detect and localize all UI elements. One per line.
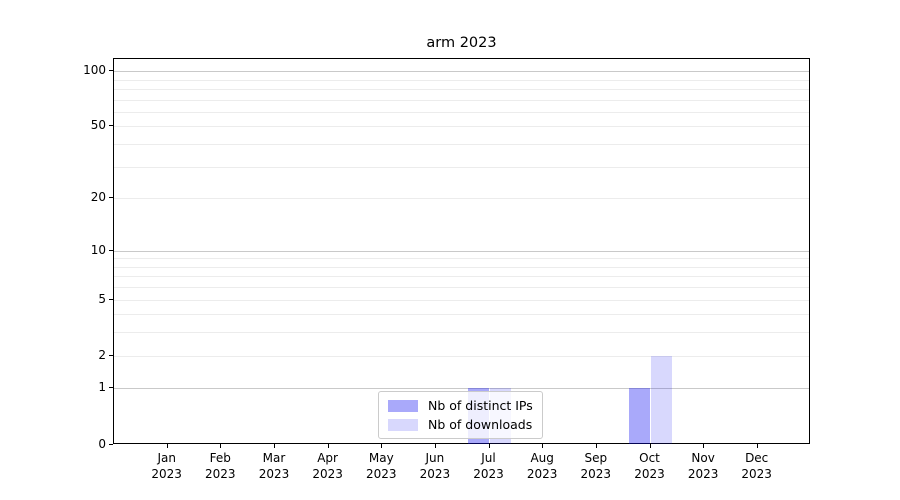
gridline-y-10 (114, 250, 809, 252)
xtick-mark-aug (542, 443, 544, 448)
ytick-label-100: 100 (83, 63, 106, 78)
xtick-year: 2023 (741, 466, 772, 481)
gridline-y-6 (114, 287, 809, 289)
xtick-year: 2023 (312, 466, 343, 481)
chart-title: arm 2023 (426, 35, 497, 51)
gridline-y-100 (114, 71, 809, 73)
xtick-year: 2023 (366, 466, 397, 481)
xtick-mark-sep (595, 443, 597, 448)
ytick-label-10: 10 (90, 242, 106, 257)
gridline-y-5 (114, 299, 809, 301)
legend-label-downloads: Nb of downloads (428, 417, 533, 432)
xtick-label-apr: Apr 2023 (296, 451, 360, 482)
gridline-y-70 (114, 99, 809, 101)
xtick-label-feb: Feb 2023 (188, 451, 252, 482)
legend-label-distinct-ips: Nb of distinct IPs (428, 398, 533, 413)
xtick-label-sep: Sep 2023 (564, 451, 628, 482)
legend-item-distinct-ips: Nb of distinct IPs (388, 396, 533, 415)
ytick-label-1: 1 (98, 380, 106, 395)
legend-swatch-distinct-ips (388, 399, 418, 412)
xtick-mark-may (381, 443, 383, 448)
xtick-mark-apr (327, 443, 329, 448)
xtick-month: Sep (584, 451, 608, 465)
xtick-month: Jan (157, 451, 176, 465)
xtick-mark-jun (434, 443, 436, 448)
gridline-y-1 (114, 388, 809, 390)
ytick-label-50: 50 (90, 118, 106, 133)
xtick-label-may: May 2023 (349, 451, 413, 482)
xtick-label-mar: Mar 2023 (242, 451, 306, 482)
xtick-year: 2023 (526, 466, 558, 481)
xtick-label-oct: Oct 2023 (618, 451, 682, 482)
xtick-label-aug: Aug 2023 (510, 451, 574, 482)
gridline-y-20 (114, 198, 809, 200)
gridline-y-40 (114, 144, 809, 145)
ytick-label-2: 2 (98, 347, 106, 362)
xtick-mark-mar (274, 443, 275, 448)
xtick-month: Nov (691, 451, 715, 465)
ytick-mark-100 (109, 70, 113, 72)
xtick-mark-jan (166, 443, 168, 448)
gridline-y-60 (114, 111, 809, 113)
bar-distinct-ips-oct (629, 388, 651, 445)
xtick-year: 2023 (205, 466, 236, 481)
xtick-month: Feb (209, 451, 231, 465)
gridline-y-7 (114, 276, 809, 278)
xtick-month: Jun (425, 451, 445, 465)
gridline-y-8 (114, 266, 809, 268)
xtick-month: Dec (745, 451, 769, 465)
xtick-month: Mar (262, 451, 286, 465)
ytick-mark-5 (109, 298, 113, 300)
ytick-mark-1 (109, 387, 113, 389)
xtick-label-dec: Dec 2023 (725, 451, 789, 482)
xtick-year: 2023 (634, 466, 665, 481)
bar-downloads-oct (650, 355, 672, 445)
xtick-mark-nov (703, 443, 705, 448)
gridline-y-90 (114, 79, 809, 81)
legend-item-downloads: Nb of downloads (388, 415, 533, 434)
ytick-label-5: 5 (98, 291, 106, 306)
ytick-mark-20 (109, 197, 113, 199)
gridline-y-50 (114, 126, 809, 128)
ytick-mark-2 (109, 354, 113, 356)
gridline-y-4 (114, 314, 809, 316)
gridline-y-2 (114, 355, 809, 357)
xtick-label-jun: Jun 2023 (403, 451, 467, 482)
xtick-year: 2023 (687, 466, 719, 481)
xtick-year: 2023 (151, 466, 182, 481)
xtick-year: 2023 (473, 466, 504, 481)
gridline-y-3 (114, 332, 809, 334)
legend-swatch-downloads (388, 418, 418, 431)
ytick-label-20: 20 (90, 190, 106, 205)
ytick-mark-10 (109, 249, 113, 251)
xtick-year: 2023 (580, 466, 612, 481)
xtick-year: 2023 (258, 466, 290, 481)
ytick-mark-50 (109, 125, 113, 127)
ytick-mark-0 (109, 443, 113, 445)
xtick-mark-dec (756, 443, 758, 448)
xtick-label-jul: Jul 2023 (457, 451, 521, 482)
ytick-label-0: 0 (98, 436, 106, 451)
xtick-month: May (368, 451, 394, 465)
xtick-month: Jul (481, 451, 496, 465)
xtick-label-nov: Nov 2023 (671, 451, 735, 482)
gridline-y-80 (114, 88, 809, 90)
xtick-month: Aug (530, 451, 554, 465)
xtick-year: 2023 (419, 466, 451, 481)
xtick-label-jan: Jan 2023 (135, 451, 199, 482)
xtick-month: Apr (317, 451, 338, 465)
gridline-y-9 (114, 258, 809, 260)
xtick-mark-feb (220, 443, 222, 448)
xtick-month: Oct (639, 451, 660, 465)
gridline-y-30 (114, 166, 809, 168)
xtick-mark-oct (649, 443, 651, 448)
legend: Nb of distinct IPs Nb of downloads (378, 391, 543, 439)
plot-area (113, 58, 810, 445)
xtick-mark-jul (488, 443, 490, 448)
